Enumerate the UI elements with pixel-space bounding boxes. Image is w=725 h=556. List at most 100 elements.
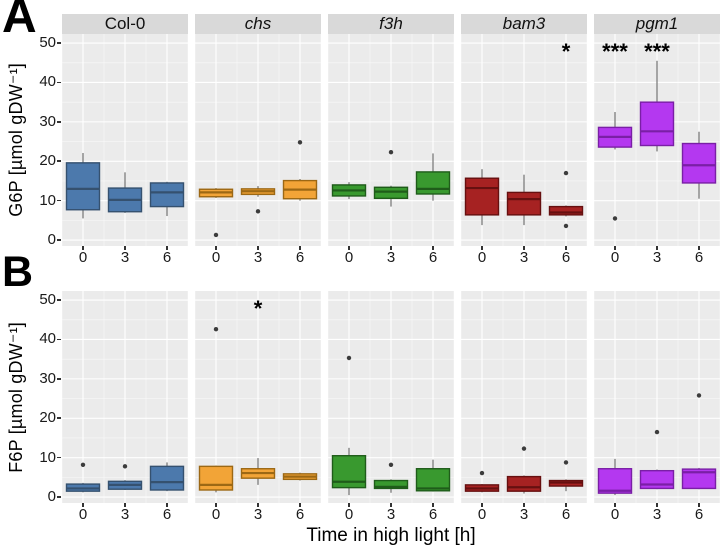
- y-tick-mark: [57, 81, 61, 84]
- box: [639, 101, 675, 147]
- box: [65, 162, 101, 211]
- facet-strip-label-f3h: f3h: [379, 14, 403, 33]
- facet-strip-label-pgm1: pgm1: [635, 14, 679, 33]
- panel-a-y-axis-title: G6P [µmol gDW⁻¹]: [2, 34, 30, 246]
- x-tick-mark: [124, 246, 126, 250]
- boxplot-facet-f3h-panel-b: [328, 291, 454, 503]
- box: [331, 455, 367, 489]
- y-tick-mark: [57, 378, 61, 380]
- boxplot-facet-col-0-panel-a: [62, 34, 188, 246]
- x-tick-mark: [257, 503, 259, 507]
- x-tick-label: 3: [519, 249, 529, 266]
- y-tick-label: 50: [39, 291, 56, 309]
- x-tick-mark: [124, 503, 126, 507]
- x-tick-mark: [432, 503, 434, 507]
- facet-strip-chs: chs: [195, 14, 321, 34]
- panel-b-y-axis-title: F6P [µmol gDW⁻¹]: [2, 291, 30, 503]
- outlier-dot: [213, 327, 219, 332]
- x-tick-mark: [656, 246, 658, 250]
- x-tick-mark: [166, 503, 168, 507]
- box: [373, 479, 409, 490]
- y-tick-label: 30: [39, 369, 56, 387]
- x-tick-label: 3: [386, 249, 396, 266]
- x-axis-title: Time in high light [h]: [306, 525, 476, 546]
- boxplot-facet-pgm1-panel-b: [594, 291, 720, 503]
- box: [149, 465, 185, 491]
- box: [681, 468, 717, 490]
- x-tick-label: 0: [211, 249, 221, 266]
- y-tick-label: 20: [39, 152, 56, 170]
- facet-strip-label-col-0: Col-0: [104, 14, 146, 33]
- facet-strip-bam3: bam3: [461, 14, 587, 34]
- x-tick-label: 3: [652, 506, 662, 523]
- x-tick-label: 0: [78, 249, 88, 266]
- box: [597, 468, 633, 494]
- x-tick-mark: [215, 503, 217, 507]
- facet-strip-label-chs: chs: [244, 14, 272, 33]
- x-tick-label: 0: [477, 506, 487, 523]
- x-tick-mark: [432, 246, 434, 250]
- boxplot-facet-bam3-panel-b: [461, 291, 587, 503]
- x-tick-label: 6: [561, 506, 571, 523]
- x-tick-mark: [565, 503, 567, 507]
- y-tick-mark: [57, 338, 61, 341]
- x-tick-mark: [523, 503, 525, 507]
- y-tick-label: 30: [39, 112, 56, 130]
- x-tick-label: 3: [519, 506, 529, 523]
- x-tick-label: 6: [694, 506, 704, 523]
- x-tick-mark: [215, 246, 217, 250]
- x-tick-label: 6: [561, 249, 571, 266]
- y-tick-mark: [57, 121, 61, 123]
- y-tick-label: 10: [39, 191, 56, 209]
- y-tick-mark: [57, 239, 61, 241]
- outlier-dot: [213, 232, 219, 238]
- x-tick-label: 0: [78, 506, 88, 523]
- outlier-dot: [654, 429, 660, 435]
- y-tick-label: 10: [39, 448, 56, 466]
- x-tick-mark: [82, 246, 84, 250]
- boxplot-facet-chs-panel-b: *: [195, 291, 321, 503]
- x-tick-mark: [698, 503, 700, 507]
- facet-strip-f3h: f3h: [328, 14, 454, 34]
- box: [415, 468, 451, 492]
- box: [198, 465, 234, 491]
- y-tick-mark: [57, 299, 61, 301]
- outlier-dot: [479, 470, 485, 476]
- x-tick-mark: [614, 503, 616, 507]
- boxplot-facet-f3h-panel-a: [328, 34, 454, 246]
- y-tick-mark: [57, 42, 61, 44]
- outlier-dot: [255, 209, 261, 214]
- x-tick-label: 6: [694, 249, 704, 266]
- outlier-dot: [696, 393, 702, 398]
- box: [373, 186, 409, 200]
- y-tick-label: 40: [39, 73, 56, 91]
- x-tick-mark: [82, 503, 84, 507]
- x-tick-label: 0: [477, 249, 487, 266]
- significance-stars: ***: [602, 39, 628, 64]
- y-tick-label: 40: [39, 330, 56, 348]
- y-tick-label: 50: [39, 34, 56, 52]
- boxplot-facet-chs-panel-a: [195, 34, 321, 246]
- x-tick-mark: [257, 246, 259, 250]
- box: [639, 469, 675, 490]
- outlier-dot: [563, 170, 569, 176]
- x-tick-mark: [656, 503, 658, 507]
- x-tick-label: 0: [610, 506, 620, 523]
- panel-b-label: B: [2, 248, 34, 296]
- x-tick-label: 3: [120, 506, 130, 523]
- y-tick-label: 0: [47, 231, 56, 249]
- significance-stars: *: [254, 296, 263, 321]
- x-tick-mark: [299, 246, 301, 250]
- x-tick-label: 6: [162, 249, 172, 266]
- x-tick-mark: [390, 246, 392, 250]
- y-tick-mark: [57, 496, 61, 498]
- boxplot-facet-col-0-panel-b: [62, 291, 188, 503]
- x-tick-label: 6: [295, 249, 305, 266]
- outlier-dot: [346, 355, 352, 361]
- significance-stars: ***: [644, 39, 670, 64]
- y-tick-label: 20: [39, 409, 56, 427]
- x-tick-label: 3: [120, 249, 130, 266]
- y-tick-mark: [57, 199, 61, 202]
- x-tick-mark: [481, 503, 483, 507]
